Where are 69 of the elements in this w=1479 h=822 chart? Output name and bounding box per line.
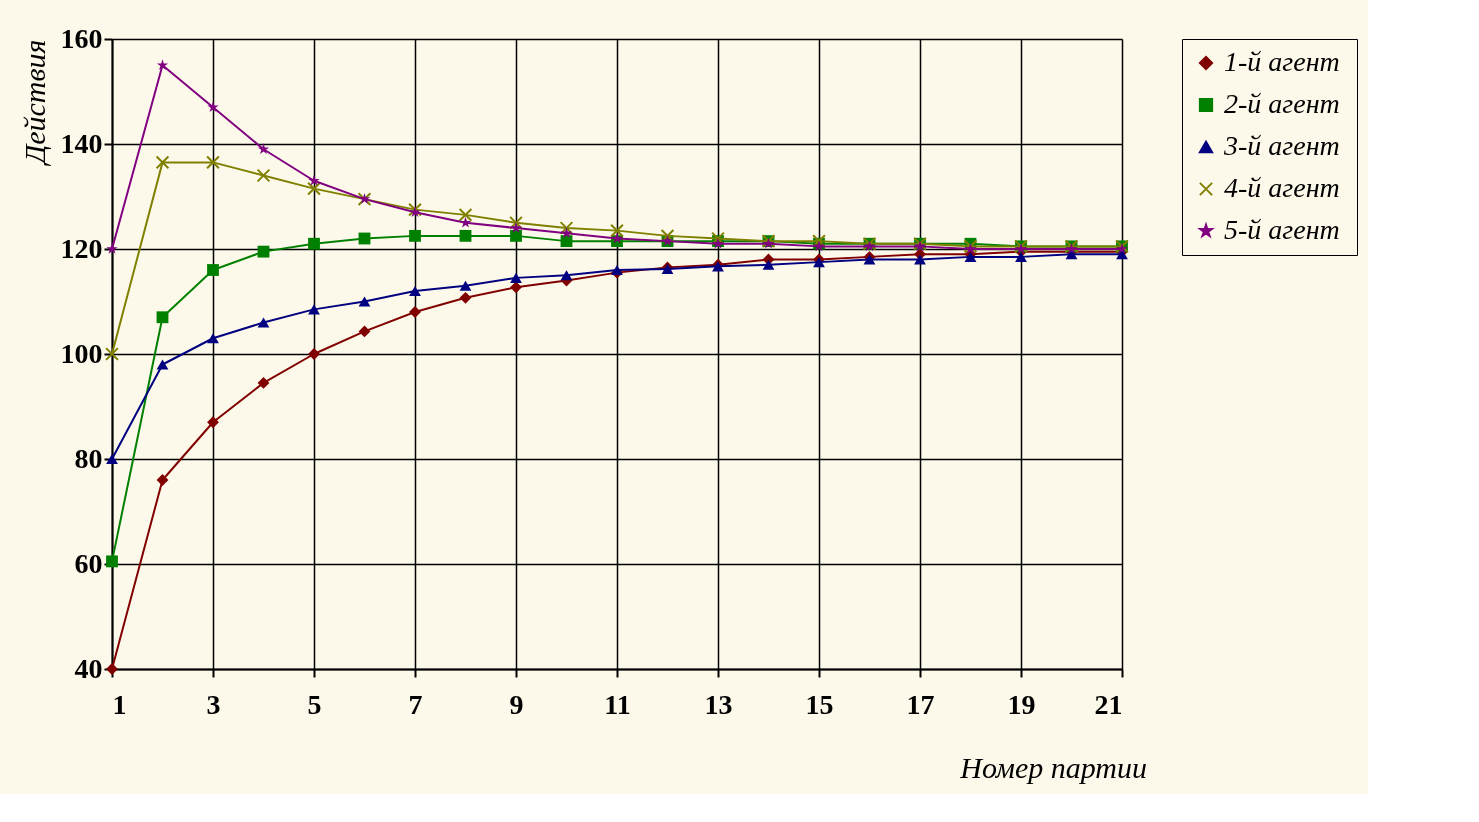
legend-label: 5-й агент (1224, 214, 1340, 245)
x-tick-label: 3 (206, 688, 221, 720)
point (156, 59, 169, 71)
point (257, 317, 270, 328)
point (256, 168, 271, 183)
point (409, 285, 421, 297)
point (813, 257, 825, 268)
x-axis-title: Номер партии (959, 751, 1147, 784)
point (307, 181, 321, 196)
y-tick-label: 140 (60, 127, 103, 159)
point (156, 359, 169, 370)
legend-label: 4-й агент (1224, 172, 1340, 203)
point (257, 143, 270, 155)
y-tick-label: 160 (60, 22, 103, 54)
x-tick-label: 1 (112, 688, 127, 720)
point (914, 254, 926, 265)
point (207, 333, 219, 344)
point (610, 223, 624, 238)
point (155, 155, 170, 170)
x-tick-label: 21 (1094, 688, 1123, 720)
point (257, 376, 270, 389)
point (964, 243, 977, 254)
point (510, 229, 522, 242)
point (611, 232, 623, 244)
point (409, 229, 421, 242)
x-tick-label: 15 (805, 688, 834, 720)
legend-label: 1-й агент (1224, 46, 1340, 77)
point (1015, 251, 1027, 262)
x-tick-label: 11 (604, 688, 631, 720)
point (458, 207, 473, 222)
point (459, 291, 472, 304)
point (510, 222, 522, 233)
y-tick-label: 60 (74, 547, 103, 579)
point (510, 272, 522, 283)
point (156, 311, 169, 324)
point (358, 296, 371, 307)
point (257, 245, 270, 258)
y-axis-title: Действия (17, 39, 51, 167)
point (863, 254, 876, 265)
x-tick-label: 13 (704, 688, 733, 720)
point (206, 155, 220, 170)
y-tick-label: 100 (60, 337, 103, 369)
point (408, 202, 422, 217)
point (308, 174, 320, 186)
x-tick-label: 17 (906, 688, 935, 720)
point (207, 416, 219, 429)
point (207, 264, 219, 276)
point (156, 474, 169, 486)
point (509, 215, 523, 230)
point (409, 206, 421, 218)
point (459, 280, 472, 291)
point (560, 270, 573, 281)
point (459, 229, 472, 242)
point (207, 101, 219, 113)
point (308, 237, 320, 250)
point (762, 259, 775, 270)
legend-label: 2-й агент (1224, 88, 1340, 119)
y-tick-label: 40 (74, 652, 103, 684)
point (559, 221, 574, 235)
x-tick-label: 19 (1007, 688, 1036, 720)
x-tick-label: 9 (509, 688, 524, 720)
point (560, 227, 573, 239)
x-tick-label: 7 (408, 688, 423, 720)
y-tick-label: 120 (60, 232, 103, 264)
x-tick-label: 5 (307, 688, 322, 720)
y-tick-label: 80 (74, 442, 103, 474)
point (963, 239, 978, 254)
legend-label: 3-й агент (1223, 130, 1340, 161)
point (711, 231, 725, 246)
